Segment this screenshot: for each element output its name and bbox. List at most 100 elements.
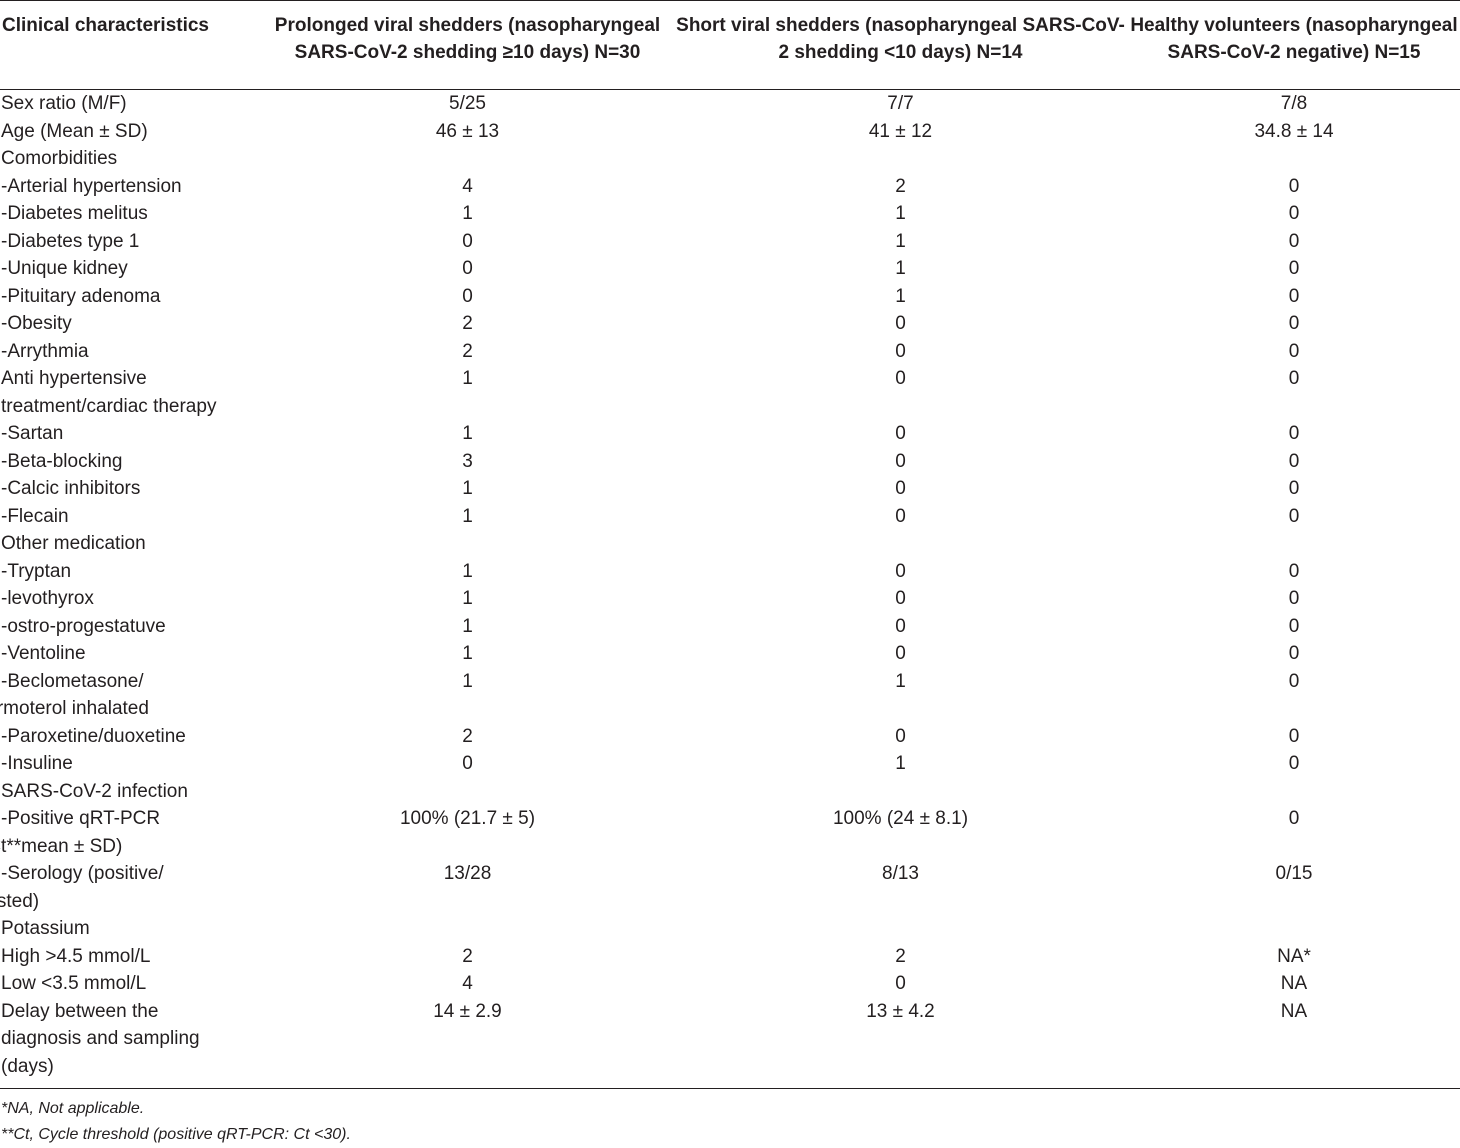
- row-label-text: -ostro-progestatuve: [1, 615, 166, 637]
- table-row: SARS-CoV-2 infection: [0, 778, 1460, 806]
- row-value-col-2: 0: [895, 450, 906, 472]
- row-value-col-1: 0: [462, 285, 473, 307]
- row-label-text: Sex ratio (M/F): [1, 93, 127, 114]
- row-label: Comorbidities: [0, 145, 262, 173]
- row-value-col-1: 4: [462, 175, 473, 197]
- row-label-text: Low <3.5 mmol/L: [1, 973, 147, 994]
- row-value-col-1: [262, 915, 673, 943]
- row-label-text: -levothyrox: [1, 588, 94, 609]
- row-label-text: -Arterial hypertension: [1, 175, 182, 197]
- row-value-col-3: [1128, 145, 1460, 173]
- table-row: Age (Mean ± SD) 46 ± 13 41 ± 12 34.8 ± 14: [0, 118, 1460, 146]
- row-value-col-1: 2: [462, 945, 473, 967]
- row-value-col-2: 0: [895, 588, 906, 609]
- row-value-col-3: 0: [1288, 725, 1300, 747]
- row-value-col-2: [673, 530, 1128, 558]
- row-value-col-3: [1128, 915, 1460, 943]
- table-bottom-rule: [0, 1088, 1460, 1089]
- row-label: SARS-CoV-2 infection: [0, 778, 262, 806]
- footnote-ct: **Ct, Cycle threshold (positive qRT-PCR:…: [1, 1126, 351, 1143]
- row-value-col-1: 14 ± 2.9: [433, 1000, 502, 1022]
- table-top-rule: [0, 0, 1460, 1]
- table-row: -Arterial hypertension 4 2 0: [0, 173, 1460, 201]
- table-row: -Pituitary adenoma 0 1 0: [0, 283, 1460, 311]
- row-value-col-2: 0: [895, 313, 906, 334]
- row-label: Low <3.5 mmol/L: [0, 970, 262, 998]
- row-value-col-1: 1: [462, 368, 473, 389]
- row-label: -Pituitary adenoma: [0, 283, 262, 311]
- row-value-col-3: 0: [1288, 285, 1300, 307]
- row-value-col-1: 3: [462, 450, 473, 472]
- row-label-text: -Obesity: [1, 313, 72, 334]
- row-label: Other medication: [0, 530, 262, 558]
- row-label-continuation: tested): [0, 890, 40, 912]
- row-value-col-1: 0: [462, 258, 473, 279]
- row-value-col-3: 0: [1288, 258, 1300, 279]
- row-value-col-3: 0: [1288, 670, 1300, 692]
- table-row: -Obesity 2 0 0: [0, 310, 1460, 338]
- row-label-text: -Sartan: [1, 423, 64, 444]
- row-value-col-2: 0: [895, 560, 906, 582]
- table-row: -Arrythmia 2 0 0: [0, 338, 1460, 366]
- row-label-text: High >4.5 mmol/L: [1, 945, 151, 967]
- row-label: -Obesity: [0, 310, 262, 338]
- row-value-col-3: 7/8: [1280, 93, 1308, 114]
- row-label-text: -Diabetes type 1: [1, 230, 140, 252]
- row-label-text: -Beclometasone/: [1, 670, 144, 692]
- row-label: -Serology (positive/tested): [0, 860, 262, 915]
- row-label-text: -Diabetes melitus: [1, 203, 148, 224]
- row-value-col-2: 1: [895, 230, 906, 252]
- table-row: -Diabetes type 1 0 1 0: [0, 228, 1460, 256]
- table-header-row: Clinical characteristics Prolonged viral…: [0, 0, 1460, 89]
- row-value-col-1: 46 ± 13: [435, 120, 500, 142]
- row-label-text: Potassium: [1, 918, 90, 939]
- row-label: -Sartan: [0, 420, 262, 448]
- row-value-col-2: 1: [895, 203, 906, 224]
- row-value-col-3: NA: [1280, 1000, 1308, 1022]
- table-row: -Paroxetine/duoxetine 2 0 0: [0, 723, 1460, 751]
- row-value-col-2: 1: [895, 753, 906, 774]
- table-row: -Insuline 0 1 0: [0, 750, 1460, 778]
- row-value-col-1: 1: [462, 615, 473, 637]
- row-value-col-1: 0: [462, 230, 473, 252]
- row-value-col-2: 0: [895, 725, 906, 747]
- row-value-col-2: 8/13: [882, 863, 919, 884]
- row-value-col-3: 0: [1288, 643, 1300, 664]
- table-row: -Sartan 1 0 0: [0, 420, 1460, 448]
- row-value-col-1: 5/25: [449, 93, 486, 114]
- row-value-col-2: 2: [895, 175, 906, 197]
- row-value-col-3: 0: [1288, 368, 1300, 389]
- footnote-na: *NA, Not applicable.: [1, 1100, 145, 1117]
- row-label-text: -Paroxetine/duoxetine: [1, 725, 186, 747]
- row-value-col-1: 1: [462, 203, 473, 224]
- row-value-col-2: 7/7: [887, 93, 914, 114]
- row-value-col-3: 0: [1288, 560, 1300, 582]
- row-value-col-3: 0: [1288, 230, 1300, 252]
- row-value-col-2: 41 ± 12: [868, 120, 933, 142]
- table-row: -Beta-blocking 3 0 0: [0, 448, 1460, 476]
- table-row: Sex ratio (M/F) 5/25 7/7 7/8: [0, 89, 1460, 118]
- row-value-col-2: 1: [895, 670, 906, 692]
- row-value-col-3: [1128, 778, 1460, 806]
- table-row: High >4.5 mmol/L 2 2 NA*: [0, 943, 1460, 971]
- row-label: High >4.5 mmol/L: [0, 943, 262, 971]
- row-label-text: Comorbidities: [1, 148, 118, 169]
- row-label: -levothyrox: [0, 585, 262, 613]
- row-label: -Positive qRT-PCR (Ct**mean ± SD): [0, 805, 262, 860]
- row-value-col-1: 1: [462, 560, 473, 582]
- table-row: -Calcic inhibitors 1 0 0: [0, 475, 1460, 503]
- table-row: Delay between the diagnosis and sampling (…: [0, 998, 1460, 1081]
- table-row: -Flecain 1 0 0: [0, 503, 1460, 531]
- row-value-col-3: NA: [1280, 973, 1308, 994]
- row-label-text: -Unique kidney: [1, 258, 128, 279]
- column-header-healthy-volunteers: Healthy volunteers (nasopharyngeal SARS-…: [1130, 15, 1458, 63]
- row-label: -Insuline: [0, 750, 262, 778]
- row-label: -Flecain: [0, 503, 262, 531]
- row-label: -Unique kidney: [0, 255, 262, 283]
- row-value-col-2: 1: [895, 258, 906, 279]
- row-value-col-3: 0: [1288, 505, 1300, 527]
- row-label: -Beclometasone/formoterol inhalated: [0, 668, 262, 723]
- row-label-text: -Calcic inhibitors: [1, 478, 141, 499]
- row-value-col-1: 2: [462, 725, 473, 747]
- row-label: -Ventoline: [0, 640, 262, 668]
